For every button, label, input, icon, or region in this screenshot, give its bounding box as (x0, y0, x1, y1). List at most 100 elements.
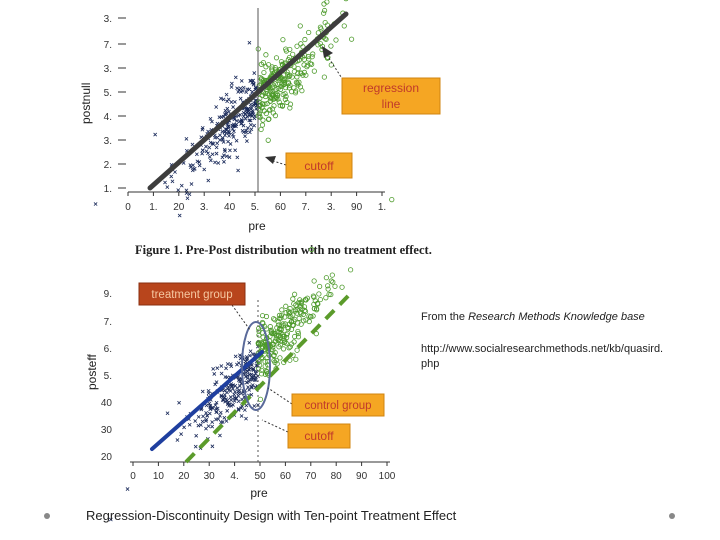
figure-1-point-treatment (231, 105, 236, 109)
figure-2-treatment-arrow (231, 304, 251, 331)
figure-1-point-treatment (232, 100, 237, 104)
figure-1-regression-callout-box (341, 77, 441, 115)
figure-2-point-treatment (239, 406, 244, 410)
figure-2-point-treatment (227, 388, 232, 392)
figure-2-point-treatment (201, 414, 205, 419)
figure-1-point-treatment (241, 85, 246, 90)
figure-2-point-control (286, 345, 292, 351)
figure-1-point-treatment (204, 144, 208, 149)
figure-2-point-control (259, 319, 266, 326)
figure-2-point-treatment (204, 411, 208, 415)
figure-1-point-treatment (241, 110, 246, 115)
figure-2-point-treatment (245, 373, 250, 378)
figure-2-point-treatment (210, 405, 214, 410)
figure-1-point-treatment (216, 161, 221, 165)
figure-1-point-treatment (229, 81, 234, 86)
source-url[interactable]: http://www.socialresearchmethods.net/kb/… (421, 343, 664, 370)
figure-2-point-control (292, 333, 298, 340)
figure-1-point-treatment (218, 133, 222, 138)
figure-2-discontinuity-ellipse (241, 321, 271, 411)
figure-2-point-treatment (179, 432, 184, 436)
figure-2-point-control (276, 344, 282, 350)
figure-2-point-control (311, 278, 317, 284)
figure-2-point-control (295, 320, 301, 326)
figure-1-point-control (273, 55, 280, 61)
figure-1-y-tick-label: 3. (104, 136, 112, 147)
figure-1-point-treatment (245, 126, 250, 130)
figure-2-point-treatment (242, 408, 247, 412)
figure-1-y-ticks: 3. 7. 3. 5. 4. 3. 2. 1. (104, 14, 126, 195)
figure-1-point-control (317, 24, 324, 30)
figure-1-point-treatment (214, 145, 219, 150)
figure-1-point-control (258, 126, 264, 133)
figure-1-point-control (296, 79, 302, 85)
figure-2-point-treatment (213, 403, 218, 408)
figure-1-point-treatment (231, 135, 236, 139)
figure-2-x-tick-label: 20 (178, 471, 190, 482)
figure-1-point-control (264, 90, 271, 97)
figure-2-treatment-line (150, 350, 264, 451)
figure-1-regression-callout-line1: regression (363, 81, 419, 95)
figure-1-point-treatment (240, 118, 245, 123)
figure-1-point-treatment (244, 90, 249, 95)
figure-2-point-control (323, 295, 329, 301)
figure-2-point-control (272, 317, 278, 323)
figure-1-point-control (269, 64, 275, 70)
figure-2-point-control (295, 328, 301, 335)
figure-1-point-control (321, 74, 327, 80)
figure-1-point-treatment (252, 101, 257, 106)
figure-1-point-treatment (221, 97, 226, 102)
figure-1-regression-callout-line2: line (382, 97, 401, 111)
figure-1-point-control (324, 0, 330, 5)
figure-2-y-tick-label: 9. (104, 289, 112, 300)
figure-1-point-treatment (247, 130, 252, 135)
figure-1-point-treatment (250, 80, 255, 85)
figure-2-point-treatment (187, 422, 192, 427)
figure-1-point-control (262, 101, 268, 107)
figure-1-point-treatment (228, 148, 232, 153)
figure-2-point-treatment (165, 411, 170, 416)
figure-2-point-control (326, 291, 332, 297)
figure-1-point-control (267, 86, 273, 92)
figure-1-point-treatment (223, 108, 228, 113)
figure-1-point-treatment (249, 127, 254, 132)
figure-2-point-control (292, 291, 298, 297)
figure-1-x-ticks: 0 1. 20 3. 40 5. 60 7. 3. 90 1. (125, 192, 386, 213)
figure-1-x-tick-label: 90 (351, 202, 363, 213)
figure-1-point-control (279, 103, 286, 109)
figure-1-point-treatment (223, 149, 227, 154)
figure-1-point-treatment (239, 79, 244, 83)
figure-2-point-control (267, 324, 273, 330)
figure-2-point-treatment (248, 349, 253, 354)
figure-2-point-control (292, 307, 298, 313)
figure-1-point-treatment (214, 151, 219, 156)
figure-1-point-treatment (234, 118, 239, 123)
figure-1-point-control (293, 79, 299, 85)
figure-2-point-control (278, 327, 284, 333)
figure-2-point-treatment (245, 380, 249, 385)
figure-1-point-control (284, 99, 290, 106)
figure-2-point-treatment (175, 438, 180, 442)
figure-2-y-tick-label: 7. (104, 317, 112, 328)
figure-2-control-callout-box (291, 393, 385, 417)
figure-2-point-treatment (214, 406, 218, 411)
figure-1-point-treatment (239, 89, 243, 94)
figure-2-point-treatment (228, 395, 233, 399)
figure-2-point-control (298, 303, 304, 309)
figure-1-point-control (297, 23, 303, 29)
figure-1-point-treatment (243, 111, 248, 116)
figure-2-point-control (304, 295, 310, 301)
figure-1-x-label: pre (248, 219, 266, 233)
figure-1-point-treatment (245, 139, 249, 143)
source-attribution: From the Research Methods Knowledge base (421, 310, 666, 325)
figure-1-point-control (280, 37, 286, 43)
figure-2-point-control (325, 283, 331, 289)
figure-2-point-control (259, 313, 266, 319)
figure-1-point-control (270, 110, 276, 116)
figure-1-point-treatment (214, 105, 219, 109)
figure-2-point-treatment (239, 391, 244, 396)
figure-2-point-control (295, 300, 301, 306)
figure-2-point-control (283, 340, 289, 346)
